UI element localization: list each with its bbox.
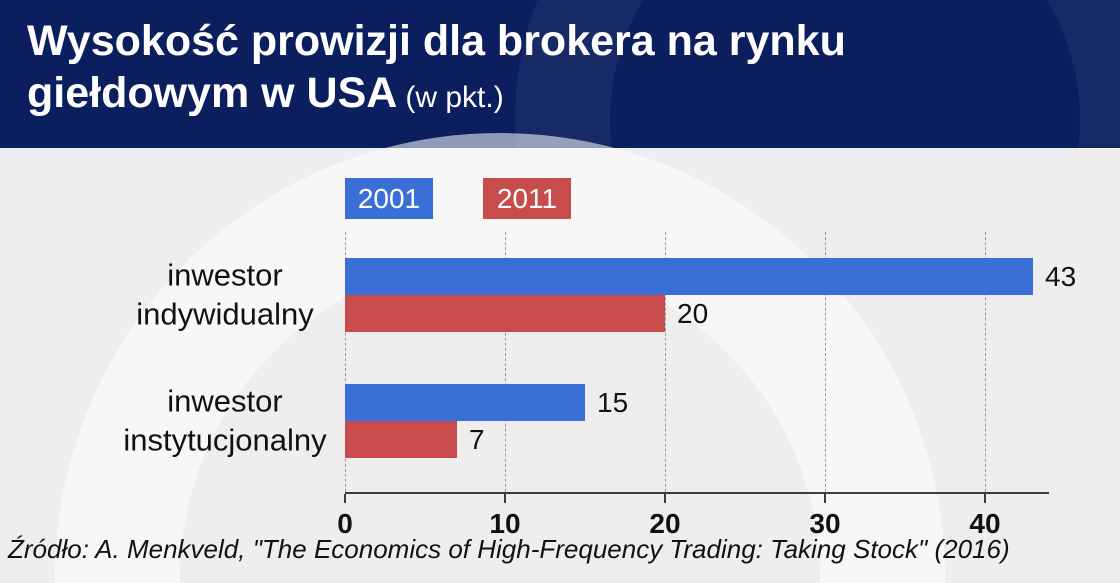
axis-tick-label-0: 0 (337, 508, 353, 539)
axis-tick-40 (984, 494, 986, 503)
axis-tick-0 (344, 494, 346, 503)
legend-label: 2001 (357, 182, 421, 214)
bar-value-label: 15 (597, 386, 629, 418)
bar-2011-1 (345, 421, 457, 458)
gridline-10 (505, 232, 506, 492)
chart-title: Wysokość prowizji dla brokera na rynku gi… (0, 0, 1120, 120)
category-labels: inwestor indywidualny inwestor instytucjo… (95, 232, 355, 492)
axis-tick-30 (824, 494, 826, 503)
legend-item-2011: 2011 (483, 178, 571, 219)
title-unit-suffix: (w pkt.) (405, 81, 504, 115)
header: Wysokość prowizji dla brokera na rynku gi… (0, 0, 1120, 148)
legend: 2001 2011 (345, 178, 571, 219)
axis-tick-10 (504, 494, 506, 503)
gridline-40 (985, 232, 986, 492)
watermark-swirl-header (515, 0, 1120, 148)
bar-2001-1 (345, 384, 585, 421)
legend-label: 2011 (496, 182, 558, 214)
bar-value-label: 7 (469, 423, 485, 455)
title-line1: Wysokość prowizji dla brokera na rynku (27, 17, 846, 65)
category-label-0: inwestor indywidualny (136, 257, 314, 331)
axis-tick-label-40: 40 (969, 508, 1001, 539)
chart-body: 2001 2011 inwestor indywidualny inwestor … (0, 133, 1120, 583)
title-line2: giełdowym w USA (27, 69, 398, 118)
source-note: Źródło: A. Menkveld, "The Economics of H… (8, 534, 1010, 564)
axis-tick-label-20: 20 (649, 508, 681, 539)
gridline-30 (825, 232, 826, 492)
axis-tick-20 (664, 494, 666, 503)
gridline-0 (345, 232, 346, 492)
legend-item-2001: 2001 (345, 178, 433, 219)
bar-value-label: 20 (677, 297, 709, 329)
axis-tick-label-10: 10 (489, 508, 521, 539)
category-label-1: inwestor instytucjonalny (123, 383, 327, 457)
bar-2001-0 (345, 258, 1033, 295)
axis-tick-label-30: 30 (809, 508, 841, 539)
bar-2011-0 (345, 295, 665, 332)
gridline-20 (665, 232, 666, 492)
plot: 0 10 20 30 40 43 20 15 7 (337, 232, 1076, 539)
bar-value-label: 43 (1045, 260, 1077, 292)
